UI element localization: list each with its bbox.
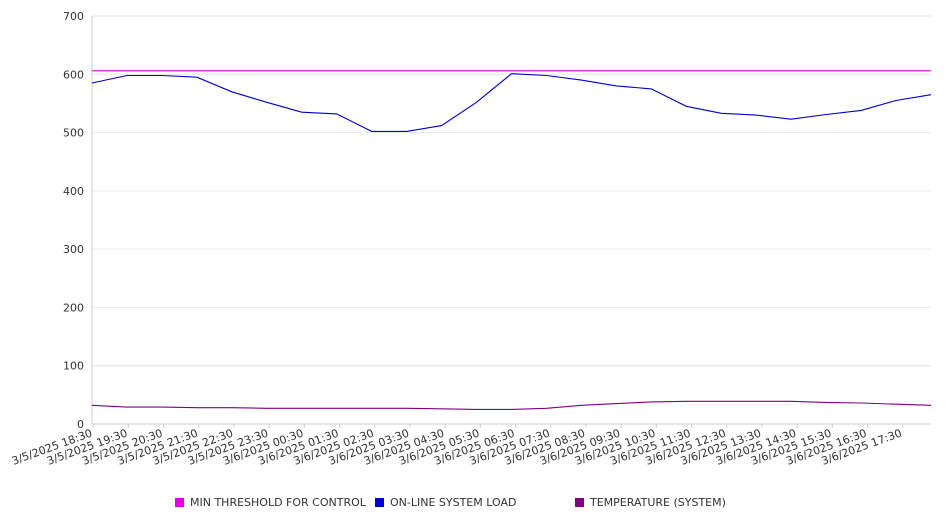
legend-label-system-load: ON-LINE SYSTEM LOAD: [390, 496, 517, 509]
legend-swatch-system-load: [375, 498, 384, 507]
legend-item-system-load[interactable]: ON-LINE SYSTEM LOAD: [375, 496, 516, 509]
legend: MIN THRESHOLD FOR CONTROL ON-LINE SYSTEM…: [0, 496, 946, 516]
y-tick-label-400: 400: [63, 185, 84, 198]
legend-label-min-threshold: MIN THRESHOLD FOR CONTROL: [190, 496, 366, 509]
y-tick-label-100: 100: [63, 360, 84, 373]
legend-swatch-min-threshold: [175, 498, 184, 507]
y-tick-label-300: 300: [63, 243, 84, 256]
legend-label-temperature: TEMPERATURE (SYSTEM): [590, 496, 726, 509]
y-tick-label-500: 500: [63, 127, 84, 140]
legend-item-min-threshold[interactable]: MIN THRESHOLD FOR CONTROL: [175, 496, 366, 509]
legend-swatch-temperature: [575, 498, 584, 507]
y-tick-label-600: 600: [63, 68, 84, 81]
y-tick-label-700: 700: [63, 10, 84, 23]
legend-item-temperature[interactable]: TEMPERATURE (SYSTEM): [575, 496, 726, 509]
y-tick-label-0: 0: [77, 418, 84, 431]
y-tick-label-200: 200: [63, 301, 84, 314]
series-line-temperature: [91, 400, 932, 410]
series-line-system-load: [91, 73, 932, 132]
